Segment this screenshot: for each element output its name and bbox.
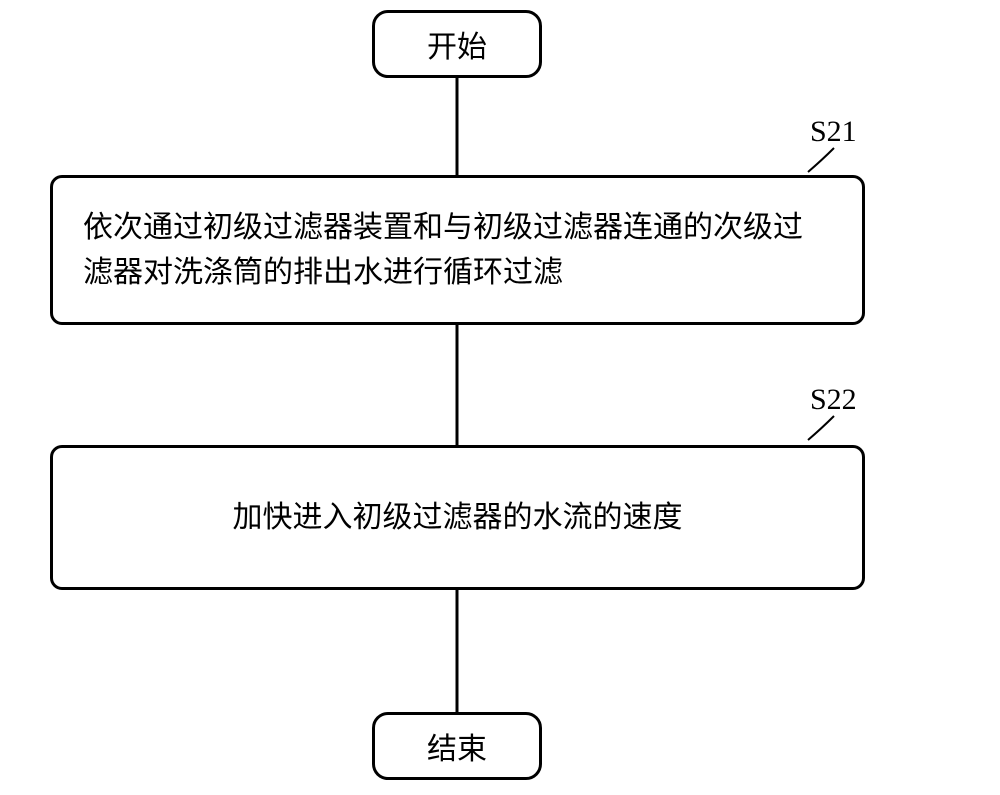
- flowchart-canvas: 开始 S21 依次通过初级过滤器装置和与初级过滤器连通的次级过滤器对洗涤筒的排出…: [0, 0, 1000, 795]
- edge-s22-end: [0, 0, 1000, 795]
- end-node: 结束: [372, 712, 542, 780]
- end-label: 结束: [427, 724, 487, 768]
